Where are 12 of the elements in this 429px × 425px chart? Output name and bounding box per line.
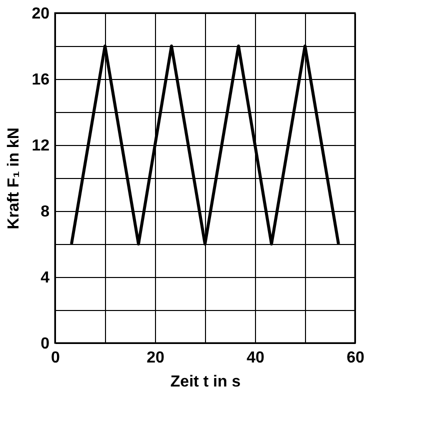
x-axis-title: Zeit t in s [170, 374, 241, 390]
y-tick-label: 8 [40, 204, 50, 220]
x-tick-label: 20 [146, 350, 164, 366]
y-tick-label: 4 [40, 270, 50, 286]
x-tick-label: 60 [346, 350, 364, 366]
x-tick-label: 0 [51, 350, 60, 366]
y-tick-label: 12 [32, 138, 50, 154]
y-tick-label: 0 [40, 336, 50, 352]
x-tick-label: 40 [246, 350, 264, 366]
y-tick-label: 20 [32, 6, 50, 22]
y-axis-title: Kraft F₁ in kN [6, 128, 23, 230]
y-tick-label: 16 [32, 72, 50, 88]
